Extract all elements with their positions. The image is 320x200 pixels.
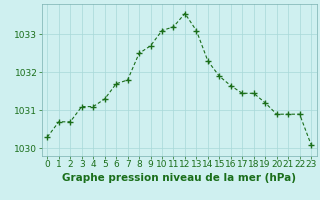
X-axis label: Graphe pression niveau de la mer (hPa): Graphe pression niveau de la mer (hPa) — [62, 173, 296, 183]
